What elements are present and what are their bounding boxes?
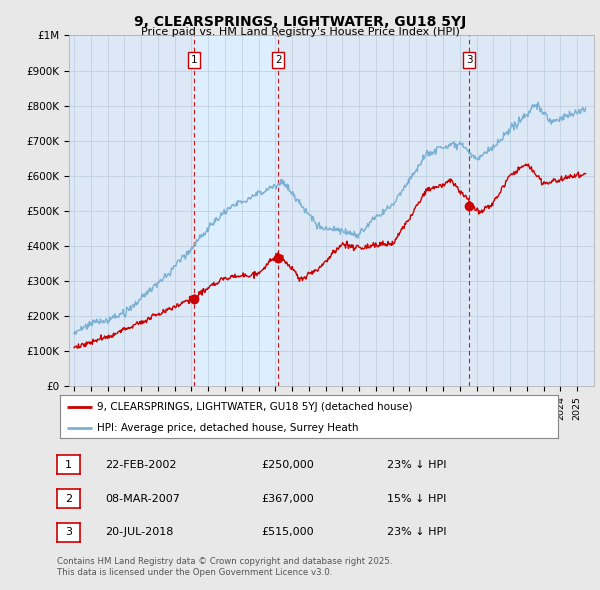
Text: 1: 1 <box>65 460 72 470</box>
Bar <box>194 35 278 386</box>
Text: 22-FEB-2002: 22-FEB-2002 <box>105 460 176 470</box>
Text: £367,000: £367,000 <box>261 494 314 503</box>
Text: Contains HM Land Registry data © Crown copyright and database right 2025.: Contains HM Land Registry data © Crown c… <box>57 558 392 566</box>
Text: 3: 3 <box>65 527 72 537</box>
Text: 20-JUL-2018: 20-JUL-2018 <box>105 527 173 537</box>
Text: 1: 1 <box>191 55 197 65</box>
Text: Price paid vs. HM Land Registry's House Price Index (HPI): Price paid vs. HM Land Registry's House … <box>140 27 460 37</box>
Text: This data is licensed under the Open Government Licence v3.0.: This data is licensed under the Open Gov… <box>57 568 332 577</box>
Text: 9, CLEARSPRINGS, LIGHTWATER, GU18 5YJ: 9, CLEARSPRINGS, LIGHTWATER, GU18 5YJ <box>134 15 466 29</box>
Text: 23% ↓ HPI: 23% ↓ HPI <box>387 460 446 470</box>
Text: £515,000: £515,000 <box>261 527 314 537</box>
Text: £250,000: £250,000 <box>261 460 314 470</box>
Text: 3: 3 <box>466 55 472 65</box>
Text: 9, CLEARSPRINGS, LIGHTWATER, GU18 5YJ (detached house): 9, CLEARSPRINGS, LIGHTWATER, GU18 5YJ (d… <box>97 402 413 412</box>
Text: HPI: Average price, detached house, Surrey Heath: HPI: Average price, detached house, Surr… <box>97 424 359 434</box>
Text: 2: 2 <box>65 494 72 503</box>
Text: 2: 2 <box>275 55 281 65</box>
Text: 15% ↓ HPI: 15% ↓ HPI <box>387 494 446 503</box>
Text: 23% ↓ HPI: 23% ↓ HPI <box>387 527 446 537</box>
Text: 08-MAR-2007: 08-MAR-2007 <box>105 494 180 503</box>
